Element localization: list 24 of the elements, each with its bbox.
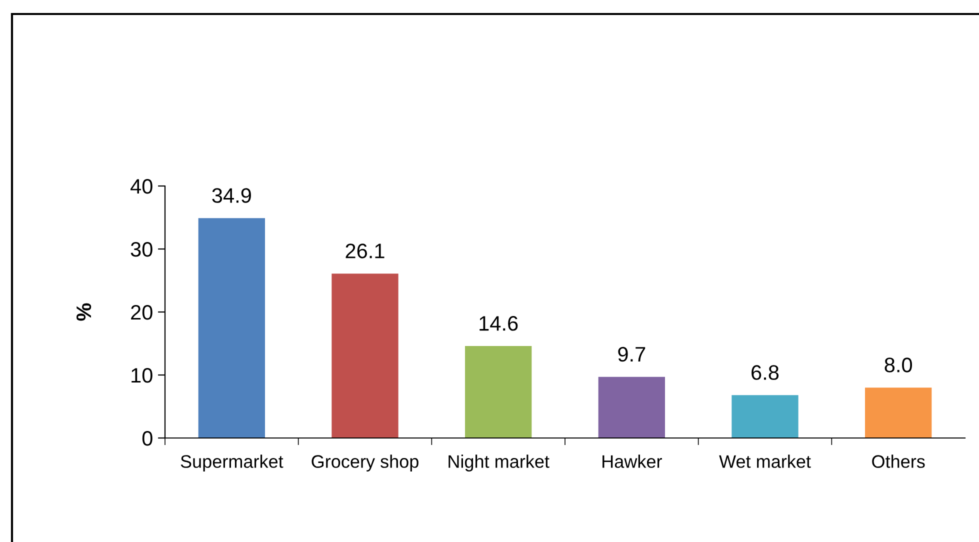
bar [732, 395, 798, 438]
y-tick-label: 0 [142, 431, 152, 446]
x-tick-label: Grocery shop [312, 454, 418, 472]
x-tick-label: Supermarket [180, 454, 284, 472]
y-tick-label: 30 [130, 242, 152, 257]
data-label: 26.1 [346, 244, 384, 258]
y-tick-label: 40 [130, 179, 152, 194]
x-tick-label: Night market [448, 454, 550, 472]
data-label: 9.7 [618, 346, 646, 362]
data-label: 6.8 [752, 365, 779, 380]
x-tick-label: Hawker [602, 454, 662, 468]
y-tick-label: 20 [131, 305, 152, 320]
x-tick-label: Wet market [719, 454, 811, 468]
bar [465, 346, 532, 438]
bar [865, 388, 932, 438]
y-axis-title: % [76, 303, 92, 321]
bar [598, 376, 665, 438]
x-tick-label: Others [872, 454, 925, 468]
data-label: 8.0 [884, 358, 912, 372]
bar [198, 218, 265, 438]
data-label: 14.6 [480, 316, 518, 331]
y-tick-label: 10 [132, 368, 152, 383]
data-label: 34.9 [212, 188, 251, 203]
bar [332, 274, 398, 438]
